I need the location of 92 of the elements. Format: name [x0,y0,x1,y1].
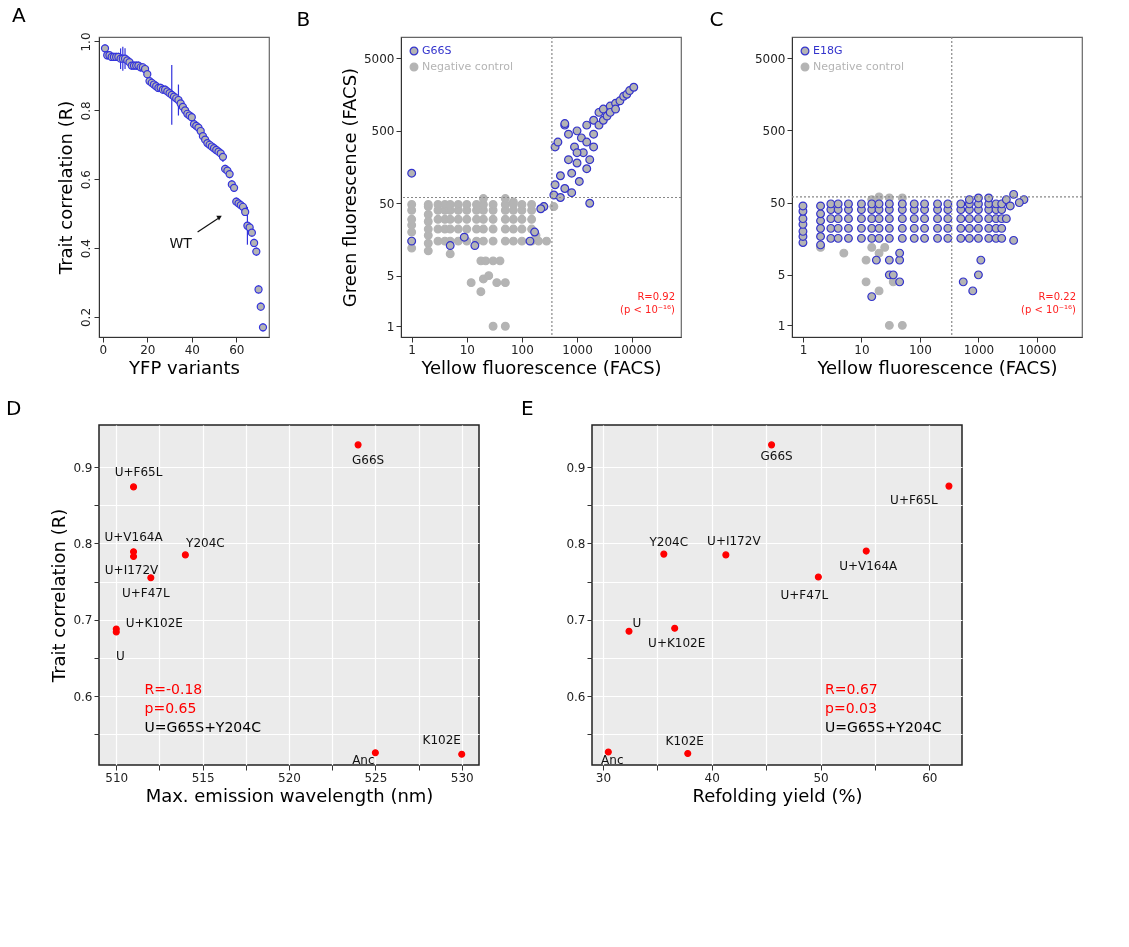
y-tick-label: 500 [371,124,395,139]
data-label: Y204C [648,535,689,550]
y-tick-label: 5 [386,269,395,284]
annotation: p=0.65 [144,700,197,716]
data-label: Y204C [185,535,225,550]
y-tick-label: 50 [770,196,786,211]
x-tick-label: 1 [408,342,416,357]
annotation: p=0.03 [825,700,877,716]
x-tick-label: 60 [922,770,938,785]
data-label: Anc [352,752,375,767]
y-tick-label: 500 [762,123,786,138]
chart-title: B [296,7,311,32]
y-tick-label: 0.9 [566,460,586,475]
legend-label: G66S [422,44,452,57]
y-axis-title: Green fluorescence (FACS) [338,67,360,308]
data-label: U+V164A [839,559,899,574]
data-label: K102E [422,733,461,748]
y-tick-label: 0.4 [78,239,93,259]
x-tick-label: 515 [191,770,215,785]
data-label: U [115,649,125,664]
y-tick-label: 1.0 [78,32,93,52]
data-label: U [632,616,642,631]
data-label: U+K102E [648,636,706,651]
data-label: U+K102E [125,616,183,630]
x-tick-label: 10 [854,342,870,357]
x-tick-label: 510 [105,770,129,785]
x-axis-title: Max. emission wavelength (nm) [145,784,434,806]
y-tick-label: 0.7 [73,613,93,628]
y-axis-title: Trait correlation (R) [54,100,76,276]
data-label: U+I172V [707,533,762,548]
data-label: U+F65L [114,464,163,479]
x-tick-label: 50 [813,770,829,785]
x-tick-label: 10 [459,342,475,357]
y-tick-label: 0.7 [566,613,586,628]
y-tick-label: 1 [386,319,395,334]
y-tick-label: 5000 [363,51,395,66]
x-tick-label: 10000 [1018,342,1057,357]
annotation: R=0.22 (p < 10⁻¹⁶) [1021,291,1077,315]
y-tick-label: 0.6 [73,689,93,704]
y-tick-label: 0.8 [566,536,586,551]
data-label: U+F47L [780,588,829,603]
y-axis-title: Trait correlation (R) [48,508,70,684]
x-tick-label: 1 [799,342,808,357]
x-tick-label: 100 [908,342,932,357]
x-tick-label: 40 [184,342,200,357]
x-tick-label: 525 [364,770,388,785]
chart-title: C [709,7,724,32]
x-tick-label: 30 [595,770,612,785]
y-tick-label: 0.2 [78,307,93,328]
x-tick-label: 1000 [963,342,995,357]
x-tick-label: 20 [140,342,156,357]
legend-label: E18G [813,44,843,57]
x-tick-label: 10000 [613,342,652,357]
annotation: WT [169,235,193,251]
legend-label: Negative control [422,60,513,73]
y-tick-label: 5000 [754,51,786,66]
y-tick-label: 0.9 [73,460,93,475]
data-label: U+V164A [104,529,164,544]
chart-title: A [12,2,26,27]
data-label: U+I172V [104,563,160,578]
x-tick-label: 1000 [562,342,593,357]
x-tick-label: 40 [704,770,720,785]
x-axis-title: Refolding yield (%) [692,784,863,806]
y-tick-label: 1 [777,318,786,333]
data-label: U+F65L [890,493,939,508]
y-tick-label: 0.8 [73,536,93,551]
x-axis-title: YFP variants [128,356,240,378]
data-label: Anc [601,753,624,768]
x-tick-label: 520 [278,770,301,785]
x-tick-label: 60 [229,342,245,357]
annotation: R=-0.18 [144,681,203,697]
y-tick-label: 5 [777,268,786,283]
data-label: G66S [352,452,385,467]
data-label: K102E [665,733,704,748]
annotation: U=G65S+Y204C [825,719,942,735]
annotation: R=0.92 (p < 10⁻¹⁶) [620,291,676,315]
annotation: R=0.67 [825,681,878,697]
x-tick-label: 530 [450,770,474,785]
chart-title: D [5,396,22,420]
y-tick-label: 50 [379,196,395,211]
x-tick-label: 0 [99,342,108,357]
data-label: G66S [760,448,793,463]
x-axis-title: Yellow fluorescence (FACS) [420,356,662,378]
x-axis-title: Yellow fluorescence (FACS) [816,356,1058,378]
x-tick-label: 100 [510,342,534,357]
y-tick-label: 0.6 [78,170,93,190]
y-tick-label: 0.8 [78,101,93,121]
chart-title: E [520,396,534,420]
legend-label: Negative control [813,60,904,73]
annotation: U=G65S+Y204C [144,719,262,735]
y-tick-label: 0.6 [566,689,586,704]
data-label: U+F47L [121,585,170,600]
